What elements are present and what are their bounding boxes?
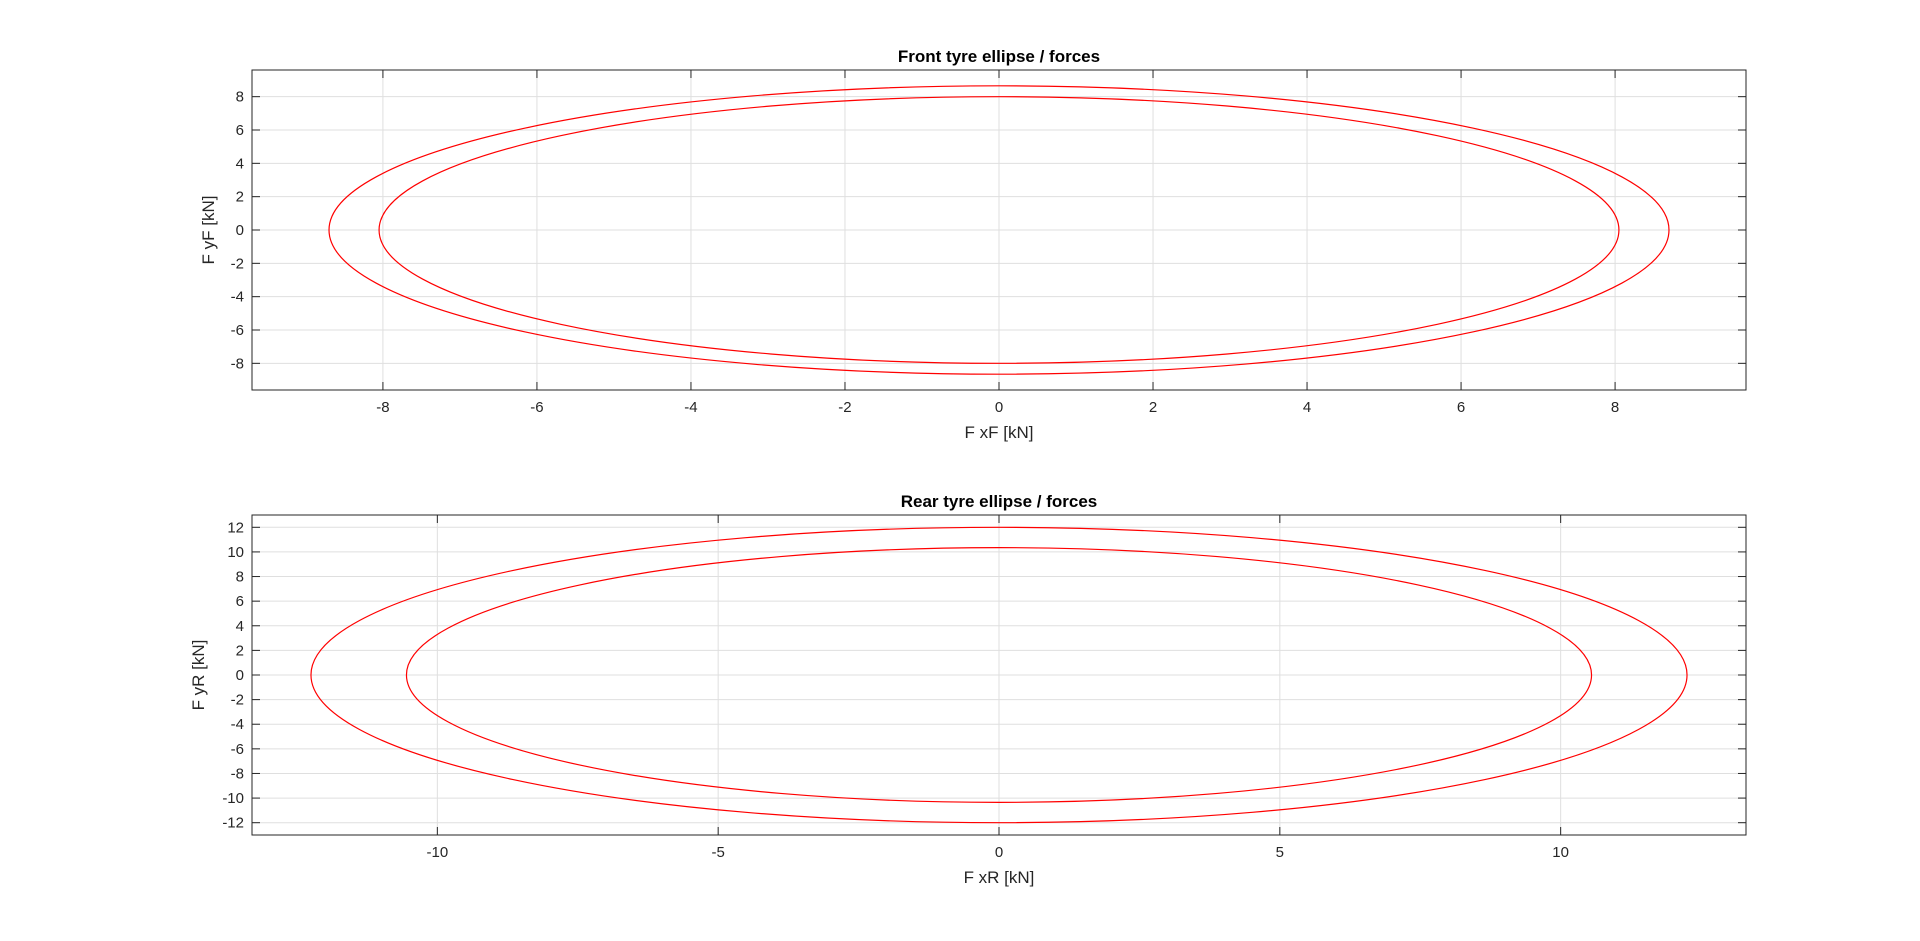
x-tick-label: 2 [1149,399,1157,416]
y-tick-label: 8 [236,569,244,586]
y-axis-label: F yR [kN] [189,640,208,711]
y-tick-label: 0 [236,222,244,239]
y-tick-label: 6 [236,593,244,610]
y-tick-label: 8 [236,89,244,106]
x-axis-label: F xF [kN] [965,423,1034,442]
y-tick-label: -6 [231,322,244,339]
y-tick-label: 12 [227,519,244,536]
inner-ellipse-line [378,96,1620,364]
x-tick-label: -10 [427,844,449,861]
x-tick-label: 0 [995,844,1003,861]
outer-ellipse-line [310,526,1688,824]
x-tick-label: 4 [1303,399,1311,416]
y-tick-label: -4 [231,716,244,733]
y-tick-label: 6 [236,122,244,139]
y-tick-label: -2 [231,692,244,709]
y-tick-label: 10 [227,544,244,561]
y-tick-label: -2 [231,255,244,272]
x-tick-label: -6 [530,399,543,416]
x-tick-label: -4 [684,399,697,416]
y-tick-label: 4 [236,155,244,172]
subplot-2: -10 -5 0 5 10 -12 -10 -8 -6 -4 -2 0 2 4 6 8 10 12 Rear tyr… [189,492,1747,887]
subplot-1: -8 -6 -4 -2 0 2 4 6 8 -8 -6 -4 -2 0 2 4 6 8 Front tyre ell… [199,47,1747,442]
y-tick-label: 2 [236,642,244,659]
y-tick-label: -4 [231,289,244,306]
x-tick-label: 8 [1611,399,1619,416]
x-tick-label: 10 [1552,844,1569,861]
y-axis-label: F yF [kN] [199,196,218,265]
x-tick-label: -2 [838,399,851,416]
y-tick-label: 2 [236,189,244,206]
inner-ellipse-line [405,547,1593,803]
y-tick-label: -12 [222,815,244,832]
x-tick-label: -8 [376,399,389,416]
y-tick-label: 0 [236,667,244,684]
y-tick-label: -6 [231,741,244,758]
x-tick-label: -5 [712,844,725,861]
y-tick-label: -10 [222,790,244,807]
x-tick-label: 6 [1457,399,1465,416]
chart-title: Rear tyre ellipse / forces [901,492,1098,511]
x-tick-label: 0 [995,399,1003,416]
x-tick-label: 5 [1276,844,1284,861]
outer-ellipse-line [328,85,1670,375]
y-tick-label: -8 [231,355,244,372]
y-tick-label: 4 [236,618,244,635]
x-axis-label: F xR [kN] [964,868,1035,887]
y-tick-label: -8 [231,765,244,782]
chart-title: Front tyre ellipse / forces [898,47,1100,66]
